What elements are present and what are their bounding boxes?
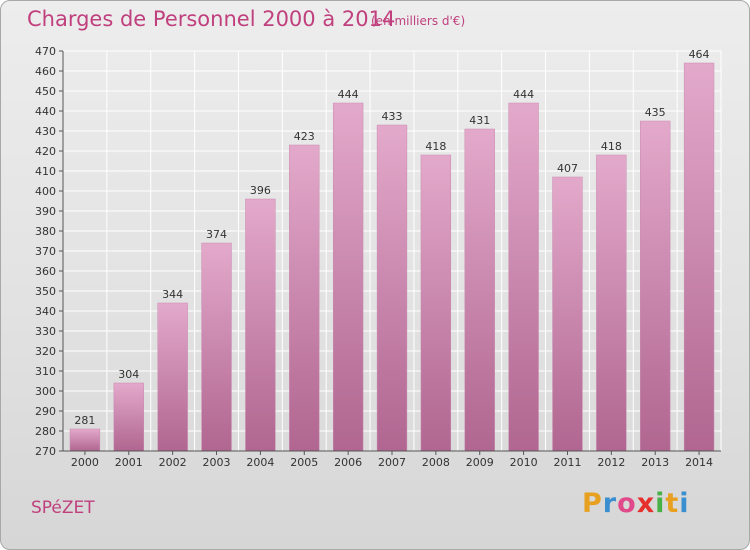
y-tick-label: 280 [35,425,56,438]
bar-value-label: 418 [425,140,446,153]
logo-letter: t [665,488,680,519]
bar-2006 [332,102,364,452]
bar-value-label: 431 [469,114,490,127]
y-tick-label: 340 [35,305,56,318]
chart-title: Charges de Personnel 2000 à 2014 [27,7,396,31]
y-tick-label: 300 [35,385,56,398]
y-tick-label: 290 [35,405,56,418]
bar-value-label: 464 [689,48,710,61]
x-tick-label: 2003 [203,456,231,469]
logo-letter: P [582,488,603,519]
bar-2013 [640,120,671,452]
x-tick-label: 2011 [553,456,581,469]
axes: 270 280 290 300 310 320 330 340 350 360 370 380 390 4… [35,45,721,469]
x-tick-label: 2000 [71,456,99,469]
bar-value-label: 433 [382,110,403,123]
x-tick-label: 2005 [290,456,318,469]
y-tick-label: 450 [35,85,56,98]
bar-value-label: 344 [162,288,183,301]
y-tick-label: 470 [35,45,56,58]
bar-value-label: 444 [338,88,359,101]
bar-value-label: 396 [250,184,271,197]
y-tick-label: 330 [35,325,56,338]
bar-value-label: 281 [74,414,95,427]
bar-2008 [420,154,452,452]
bar-2009 [464,128,495,452]
y-tick-label: 430 [35,125,56,138]
bar-value-label: 407 [557,162,578,175]
bar-2010 [508,102,539,452]
x-tick-label: 2014 [685,456,713,469]
y-tick-label: 350 [35,285,56,298]
bar-2004 [245,198,276,452]
x-tick-label: 2004 [246,456,274,469]
x-tick-label: 2012 [597,456,625,469]
proxiti-logo: Proxiti [582,488,690,519]
place-name: SPéZET [31,498,95,518]
x-tick-label: 2006 [334,456,362,469]
y-tick-label: 420 [35,145,56,158]
bar-2001 [113,382,144,452]
y-tick-label: 460 [35,65,56,78]
y-tick-label: 440 [35,105,56,118]
bar-2002 [157,302,188,452]
bar-2000 [69,428,101,452]
bar-2011 [552,176,583,452]
logo-letter: i [655,488,666,519]
y-tick-label: 320 [35,345,56,358]
x-tick-label: 2010 [510,456,538,469]
y-tick-label: 400 [35,185,56,198]
logo-letter: x [636,488,656,519]
chart-subtitle: (en milliers d'€) [371,14,466,28]
bar-value-label: 435 [645,106,666,119]
bar-2007 [376,124,408,452]
x-tick-label: 2013 [641,456,669,469]
y-tick-label: 370 [35,245,56,258]
x-tick-label: 2001 [115,456,143,469]
y-tick-label: 310 [35,365,56,378]
y-tick-label: 270 [35,445,56,458]
x-tick-label: 2007 [378,456,406,469]
logo-letter: r [602,488,618,519]
y-tick-label: 390 [35,205,56,218]
bar-2005 [289,144,320,452]
bar-value-label: 423 [294,130,315,143]
y-tick-label: 410 [35,165,56,178]
bar-value-label: 374 [206,228,227,241]
x-tick-label: 2002 [159,456,187,469]
x-tick-label: 2009 [466,456,494,469]
bar-value-label: 418 [601,140,622,153]
bar-2014 [683,62,715,452]
y-tick-label: 360 [35,265,56,278]
logo-letter: o [617,488,637,519]
bar-2012 [596,154,627,452]
x-tick-label: 2008 [422,456,450,469]
logo-letter: i [679,488,690,519]
bar-value-label: 444 [513,88,534,101]
bar-value-label: 304 [118,368,139,381]
y-tick-label: 380 [35,225,56,238]
bars: 281 304 344 374 396 423 444 433 418 431 444 407 418 4… [69,48,715,452]
bar-2003 [201,242,232,452]
